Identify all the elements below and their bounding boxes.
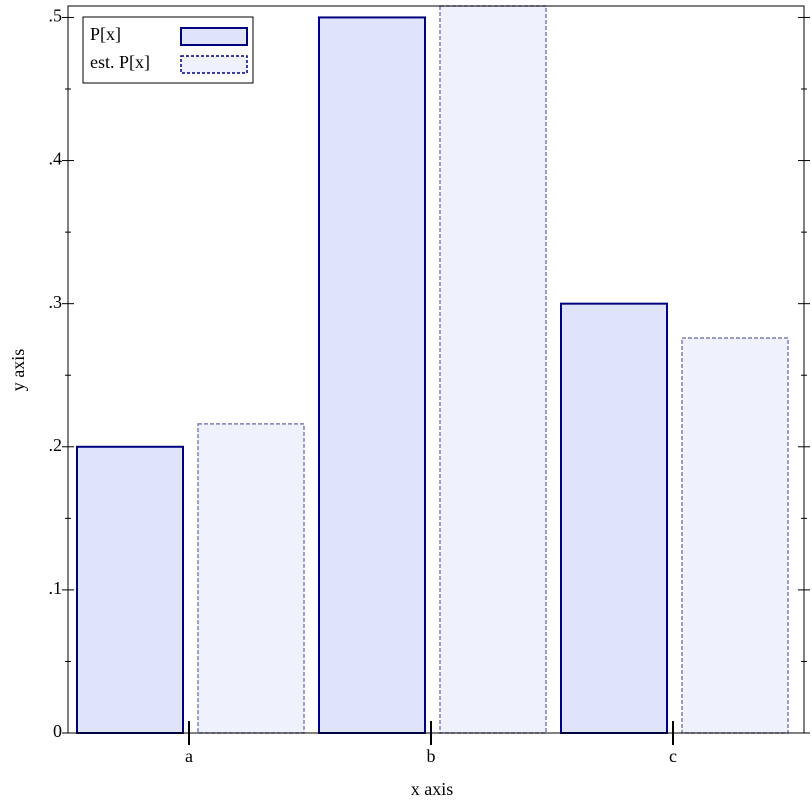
plot-frame [67, 5, 805, 734]
bar [197, 423, 305, 734]
y-axis-label: y axis [8, 349, 28, 392]
x-tick-label: a [185, 746, 193, 766]
legend-label: P[x] [90, 24, 121, 44]
y-tick-label: .5 [49, 6, 63, 26]
bar [560, 302, 668, 734]
y-tick-label: .3 [49, 292, 63, 312]
y-tick-label: .4 [49, 149, 63, 169]
bar [439, 5, 547, 734]
bar [76, 445, 184, 734]
y-tick-label: 0 [53, 721, 62, 741]
legend-label: est. P[x] [90, 52, 150, 72]
x-tick-label: c [669, 746, 677, 766]
x-tick-label: b [427, 746, 436, 766]
bar [681, 337, 789, 734]
legend-swatch [180, 27, 248, 46]
bar [318, 16, 426, 735]
x-axis-label: x axis [411, 779, 454, 799]
y-tick-label: .2 [49, 435, 63, 455]
legend-swatch [180, 55, 248, 74]
y-tick-label: .1 [49, 578, 63, 598]
